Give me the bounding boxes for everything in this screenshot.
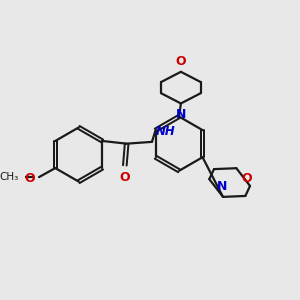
Text: NH: NH	[156, 125, 175, 138]
Text: N: N	[176, 107, 186, 121]
Text: O: O	[119, 171, 130, 184]
Text: O: O	[242, 172, 252, 185]
Text: O: O	[25, 172, 35, 184]
Text: CH₃: CH₃	[0, 172, 19, 182]
Text: N: N	[217, 180, 227, 193]
Text: O: O	[176, 55, 186, 68]
